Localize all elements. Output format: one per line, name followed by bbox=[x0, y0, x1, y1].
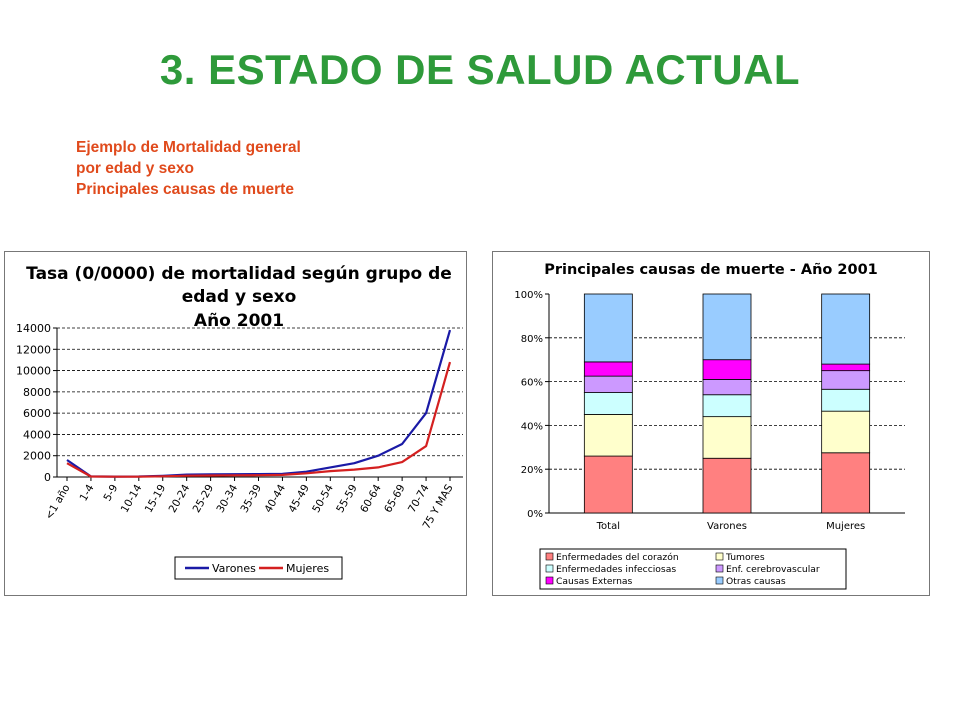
chart-legend: Enfermedades del corazón Tumores Enfermeda… bbox=[539, 548, 847, 590]
bar-segment bbox=[702, 379, 752, 396]
x-tick-label: 40-44 bbox=[262, 482, 288, 515]
bar-segment bbox=[583, 414, 633, 457]
legend-label: Enf. cerebrovascular bbox=[726, 564, 820, 575]
y-tick-label: 8000 bbox=[23, 386, 51, 399]
x-tick-label: 20-24 bbox=[167, 482, 193, 515]
legend-label: Tumores bbox=[725, 552, 765, 563]
chart-title-line-3: Año 2001 bbox=[194, 311, 284, 331]
legend-label: Mujeres bbox=[286, 562, 329, 575]
legend-label: Causas Externas bbox=[556, 576, 633, 587]
bar-segment bbox=[583, 361, 633, 377]
legend-label: Varones bbox=[212, 562, 256, 575]
y-tick-label: 20% bbox=[521, 465, 543, 476]
chart-title-line-2: edad y sexo bbox=[182, 287, 297, 307]
bar-segment bbox=[821, 410, 871, 454]
x-tick-label: 15-19 bbox=[143, 483, 169, 515]
y-tick-label: 100% bbox=[514, 290, 543, 301]
y-tick-label: 12000 bbox=[16, 343, 51, 356]
legend-label: Enfermedades infecciosas bbox=[556, 564, 676, 575]
bar-segment bbox=[702, 293, 752, 361]
causes-stacked-bar-chart: Principales causas de muerte - Año 2001 1… bbox=[492, 251, 930, 596]
x-tick-label: 50-54 bbox=[310, 482, 336, 515]
legend-label: Otras causas bbox=[726, 576, 786, 587]
mortality-line-chart: Tasa (0/0000) de mortalidad según grupo … bbox=[4, 251, 467, 596]
legend-swatch bbox=[545, 576, 554, 585]
bar-segment bbox=[821, 370, 871, 390]
x-tick-label: 55-59 bbox=[334, 483, 360, 515]
x-tick-label: 1-4 bbox=[78, 482, 97, 503]
x-tick-label: 35-39 bbox=[238, 483, 264, 515]
bar-segment bbox=[821, 363, 871, 372]
x-tick-label: 60-64 bbox=[358, 482, 384, 515]
bar-segment bbox=[821, 388, 871, 412]
bar-segment bbox=[583, 392, 633, 415]
bar-segment bbox=[821, 452, 871, 514]
legend-box bbox=[539, 548, 847, 590]
y-tick-label: 0 bbox=[44, 471, 51, 484]
slide-title: 3. ESTADO DE SALUD ACTUAL bbox=[159, 46, 801, 93]
y-tick-label: 80% bbox=[521, 334, 543, 345]
y-tick-label: 4000 bbox=[23, 428, 51, 441]
chart-title-line-1: Tasa (0/0000) de mortalidad según grupo … bbox=[26, 264, 452, 284]
legend-swatch bbox=[715, 552, 724, 561]
bar-segment bbox=[702, 359, 752, 380]
series-line-mujeres bbox=[66, 361, 452, 478]
legend-swatch bbox=[545, 564, 554, 573]
bar-segment bbox=[583, 455, 633, 514]
legend-swatch bbox=[545, 552, 554, 561]
y-tick-label: 10000 bbox=[16, 365, 51, 378]
subtitle: Ejemplo de Mortalidad general por edad y… bbox=[76, 137, 301, 200]
y-tick-label: 40% bbox=[521, 421, 543, 432]
bar-segment bbox=[702, 457, 752, 514]
bar-segment bbox=[583, 293, 633, 363]
x-tick-label: 65-69 bbox=[382, 483, 408, 515]
x-tick-label: Total bbox=[596, 521, 620, 532]
x-tick-label: 10-14 bbox=[119, 482, 145, 515]
bar-segment bbox=[821, 293, 871, 365]
y-tick-label: 6000 bbox=[23, 407, 51, 420]
x-tick-label: Varones bbox=[707, 521, 747, 532]
y-tick-label: 2000 bbox=[23, 450, 51, 463]
x-tick-label: 25-29 bbox=[191, 483, 217, 515]
legend-label: Enfermedades del corazón bbox=[556, 552, 679, 563]
subtitle-line-2: por edad y sexo bbox=[76, 160, 195, 177]
legend-box bbox=[174, 556, 343, 580]
series-line-varones bbox=[66, 329, 452, 478]
y-tick-label: 0% bbox=[527, 509, 543, 520]
x-tick-label: Mujeres bbox=[826, 521, 865, 532]
x-tick-label: 70-74 bbox=[406, 482, 432, 515]
causes-stacked-bar-chart-svg: Principales causas de muerte - Año 2001 1… bbox=[514, 262, 905, 590]
bar-segment bbox=[583, 375, 633, 393]
chart-title: Principales causas de muerte - Año 2001 bbox=[544, 262, 878, 278]
x-tick-label: <1 año bbox=[43, 483, 73, 522]
subtitle-line-1: Ejemplo de Mortalidad general bbox=[76, 139, 301, 156]
mortality-line-chart-svg: Tasa (0/0000) de mortalidad según grupo … bbox=[16, 264, 463, 580]
y-tick-label: 60% bbox=[521, 378, 543, 389]
x-tick-label: 45-49 bbox=[286, 483, 312, 515]
x-tick-label: 30-34 bbox=[215, 482, 241, 515]
bar-segment bbox=[702, 394, 752, 418]
legend-swatch bbox=[715, 576, 724, 585]
bar-segment bbox=[702, 416, 752, 459]
chart-legend: Varones Mujeres bbox=[174, 556, 343, 580]
legend-swatch bbox=[715, 564, 724, 573]
subtitle-line-3: Principales causas de muerte bbox=[76, 181, 294, 198]
y-tick-label: 14000 bbox=[16, 322, 51, 335]
x-tick-label: 5-9 bbox=[102, 483, 121, 504]
